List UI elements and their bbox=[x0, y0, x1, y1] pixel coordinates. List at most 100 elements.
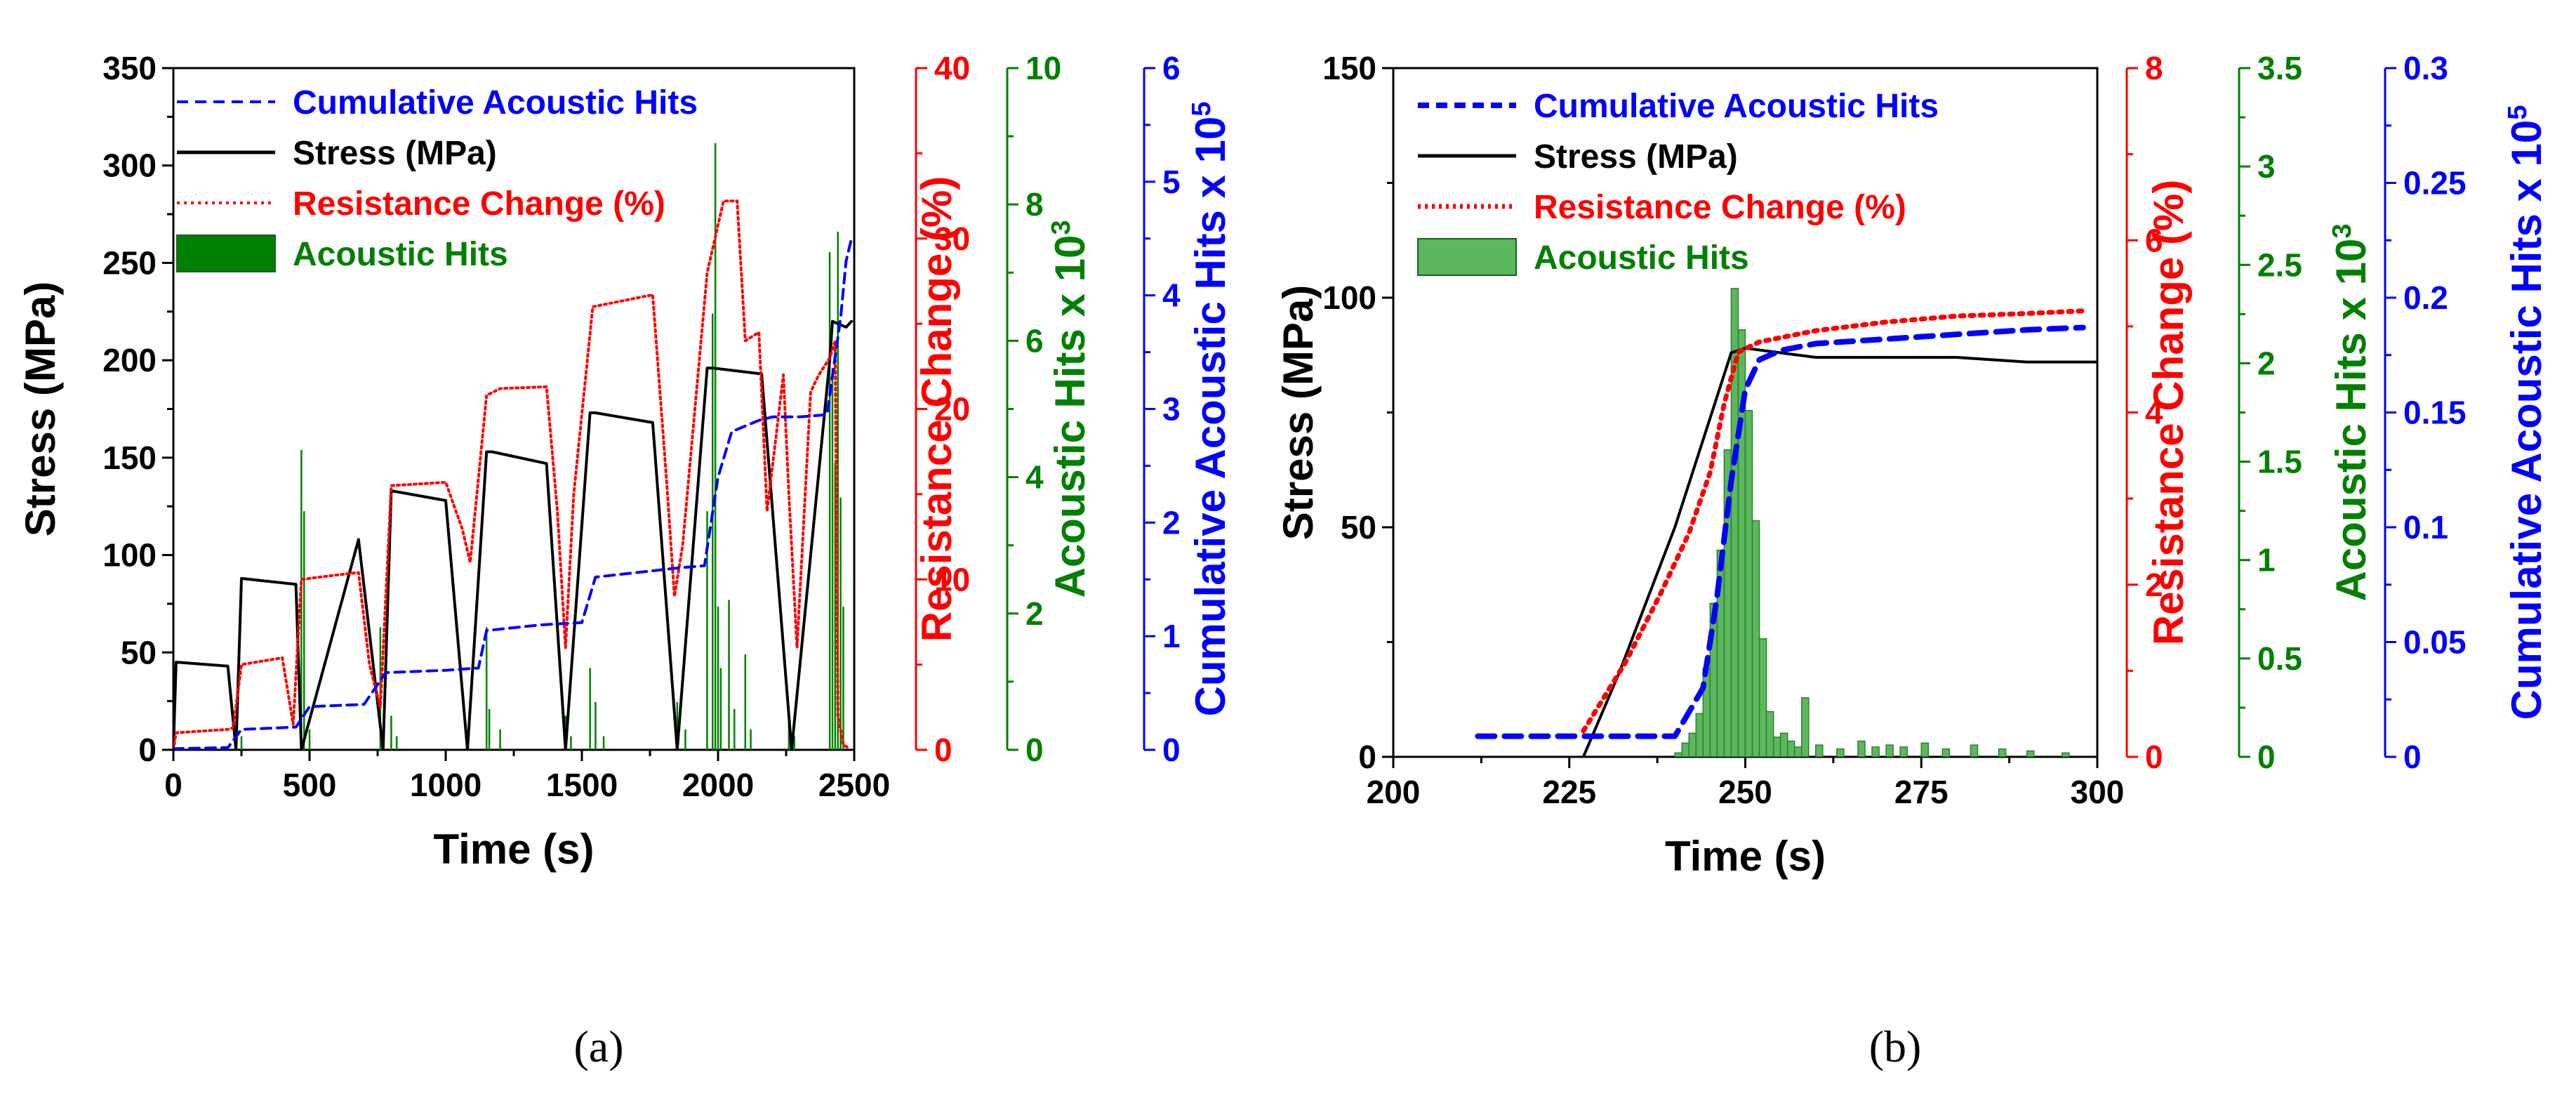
y-tick-label: 6 bbox=[1025, 322, 1044, 359]
acoustic-hits-bar bbox=[1998, 748, 2007, 757]
y-tick-label: 1 bbox=[2257, 542, 2276, 579]
y-axis-title-3: Cumulative Acoustic Hits x 105 bbox=[1187, 102, 1234, 717]
acoustic-hits-bar bbox=[676, 702, 679, 750]
acoustic-hits-bar bbox=[831, 368, 834, 750]
acoustic-hits-bar bbox=[1772, 736, 1781, 757]
y-tick-label: 2.5 bbox=[2257, 246, 2302, 283]
y-tick-label: 40 bbox=[934, 50, 970, 86]
acoustic-hits-bar bbox=[1688, 732, 1697, 757]
acoustic-hits-bar bbox=[1800, 697, 1810, 757]
panel-b-label: (b) bbox=[1869, 1022, 1922, 1071]
cumulative-acoustic-hits-line bbox=[1475, 324, 2086, 739]
legend: Cumulative Acoustic Hits Stress (MPa) Resi… bbox=[176, 84, 698, 273]
y-tick-label: 1 bbox=[1162, 618, 1181, 654]
legend-swatch-acoustic-hits bbox=[1417, 238, 1517, 276]
y-tick-label: 200 bbox=[102, 342, 157, 378]
acoustic-hits-bar bbox=[1744, 409, 1753, 757]
y-tick-label: 0.1 bbox=[2403, 509, 2448, 546]
y-tick-label: 250 bbox=[102, 244, 157, 281]
y-tick-label: 0 bbox=[138, 732, 157, 768]
y-axis-title-exponent: 3 bbox=[1047, 220, 1076, 235]
y-tick-label: 4 bbox=[1162, 277, 1181, 314]
acoustic-hits-bar bbox=[308, 729, 311, 750]
y-tick-label: 0.3 bbox=[2403, 50, 2448, 86]
acoustic-hits-bar bbox=[839, 497, 842, 750]
x-tick-label: 250 bbox=[1718, 774, 1772, 810]
acoustic-hits-bar bbox=[303, 511, 305, 750]
y-axis-title-1: Resistance Change (%) bbox=[2145, 180, 2192, 646]
y-tick-label: 0 bbox=[2145, 739, 2163, 775]
acoustic-hits-bar bbox=[1723, 449, 1732, 757]
x-tick-label: 0 bbox=[164, 767, 182, 803]
y-tick-label: 0 bbox=[1162, 732, 1181, 768]
acoustic-hits-bar bbox=[1899, 746, 1908, 757]
y-tick-label: 1.5 bbox=[2257, 444, 2302, 480]
y-tick-label: 0 bbox=[1025, 732, 1044, 768]
y-tick-label: 3 bbox=[2257, 148, 2276, 185]
y-tick-label: 300 bbox=[102, 147, 157, 184]
x-tick-label: 2500 bbox=[818, 767, 890, 803]
x-tick-label: 2000 bbox=[682, 767, 754, 803]
y-tick-label: 100 bbox=[102, 537, 157, 574]
acoustic-hits-bar bbox=[706, 511, 708, 750]
resistance-change-line bbox=[1581, 308, 2086, 734]
acoustic-hits-bar bbox=[395, 736, 398, 750]
acoustic-hits-bar bbox=[1815, 744, 1824, 757]
y-tick-label: 350 bbox=[102, 50, 157, 86]
acoustic-hits-bar bbox=[719, 668, 722, 750]
acoustic-hits-bar bbox=[1941, 748, 1951, 757]
acoustic-hits-bar bbox=[488, 708, 491, 750]
acoustic-hits-bar bbox=[379, 627, 382, 750]
y-tick-label: 10 bbox=[1025, 50, 1061, 86]
acoustic-hits-bar bbox=[750, 729, 752, 750]
y-tick-label: 10 bbox=[934, 561, 970, 597]
acoustic-hits-bar bbox=[1786, 740, 1795, 757]
acoustic-hits-bar bbox=[240, 736, 243, 750]
y-tick-label: 3.5 bbox=[2257, 50, 2302, 86]
x-tick-label: 275 bbox=[1894, 774, 1948, 810]
y-axis-title-3: Cumulative Acoustic Hits x 105 bbox=[2503, 105, 2550, 720]
y-tick-label: 6 bbox=[2145, 222, 2163, 258]
acoustic-hits-bar bbox=[1758, 638, 1767, 757]
acoustic-hits-bar bbox=[837, 232, 839, 750]
acoustic-hits-bar bbox=[1857, 740, 1866, 757]
plot-data bbox=[1475, 288, 2097, 757]
acoustic-hits-bar bbox=[1871, 746, 1880, 757]
y-axis-title-2: Acoustic Hits x 103 bbox=[1047, 220, 1094, 598]
acoustic-hits-bar bbox=[1779, 732, 1788, 757]
acoustic-hits-bar bbox=[589, 668, 591, 750]
plot-data bbox=[173, 143, 854, 750]
y-tick-label: 0.15 bbox=[2403, 395, 2467, 431]
acoustic-hits-bar bbox=[1695, 713, 1704, 757]
acoustic-hits-bar bbox=[834, 463, 837, 750]
y-tick-label: 0 bbox=[2403, 739, 2422, 775]
y-tick-label: 100 bbox=[1322, 279, 1376, 316]
y-axis-title-2: Acoustic Hits x 103 bbox=[2328, 224, 2375, 602]
cumulative-acoustic-hits-line bbox=[173, 237, 854, 750]
y-axis-title-exponent: 5 bbox=[2503, 105, 2532, 120]
y-axis-title-exponent: 3 bbox=[2328, 224, 2357, 239]
plot-frame bbox=[172, 67, 856, 751]
y-axis-title-0: Stress (MPa) bbox=[1275, 285, 1322, 540]
y-axis-title-exponent: 5 bbox=[1187, 102, 1216, 117]
acoustic-hits-bar bbox=[1765, 711, 1774, 757]
acoustic-hits-bar bbox=[828, 252, 831, 750]
y-tick-label: 20 bbox=[934, 391, 970, 428]
acoustic-hits-bar bbox=[711, 313, 714, 750]
acoustic-hits-bar bbox=[1920, 742, 1930, 757]
legend-label: Acoustic Hits bbox=[293, 236, 508, 273]
stress-mpa-line bbox=[1581, 346, 2097, 757]
acoustic-hits-bar bbox=[744, 654, 747, 750]
acoustic-hits-bar bbox=[1793, 746, 1802, 757]
y-tick-label: 8 bbox=[1025, 186, 1044, 223]
legend-swatch-acoustic-hits bbox=[176, 234, 276, 272]
y-axis-title-0: Stress (MPa) bbox=[17, 282, 64, 536]
y-tick-label: 0 bbox=[2257, 739, 2276, 775]
x-tick-label: 225 bbox=[1542, 774, 1596, 810]
x-axis-title: Time (s) bbox=[1665, 833, 1826, 880]
y-tick-label: 0.25 bbox=[2403, 165, 2467, 201]
legend-label: Resistance Change (%) bbox=[293, 185, 665, 223]
